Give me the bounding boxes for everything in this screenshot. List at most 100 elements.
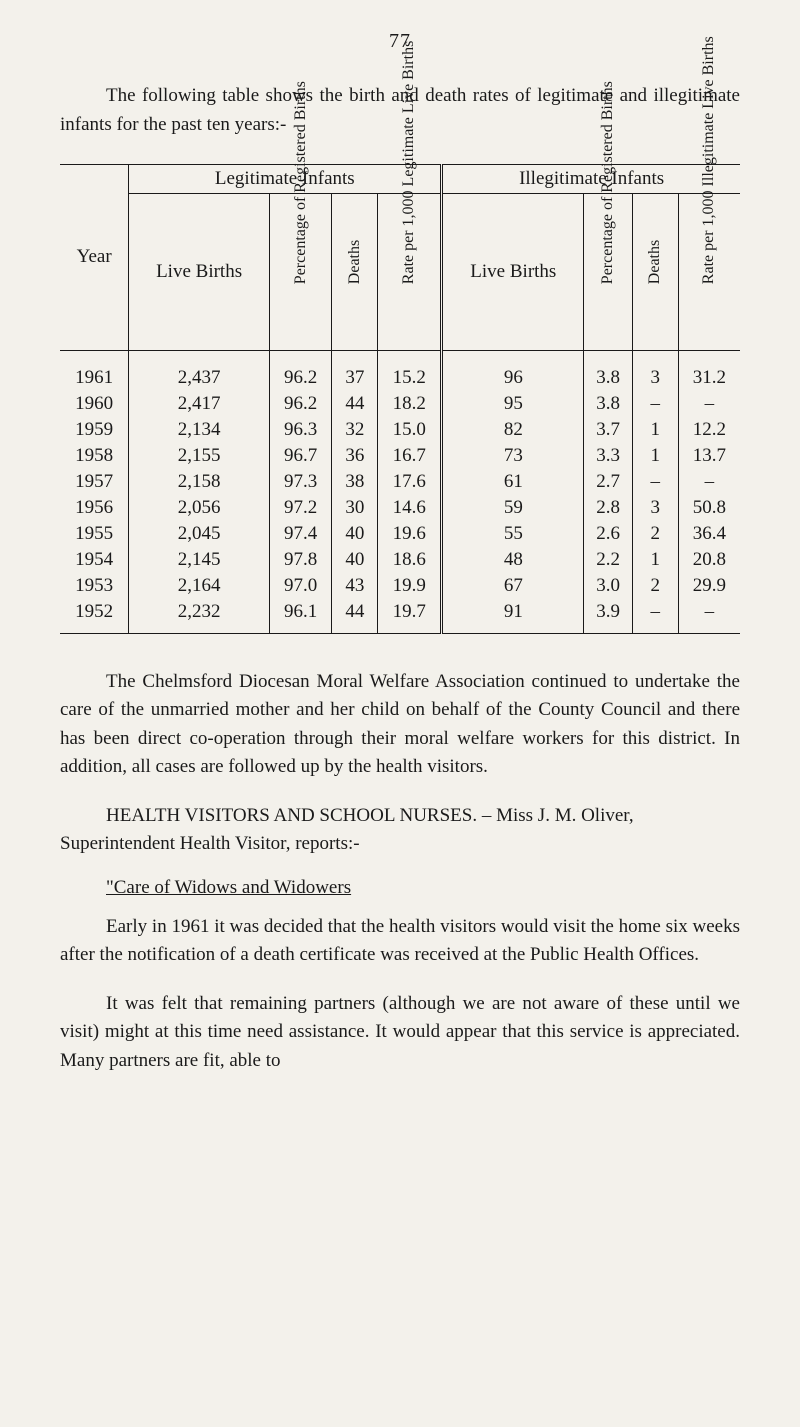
subhead-care-widows: "Care of Widows and Widowers (60, 877, 740, 899)
table-row: 19532,16497.04319.9673.0229.9 (60, 573, 740, 599)
table-cell: 59 (442, 495, 584, 521)
para-early-1961: Early in 1961 it was decided that the he… (60, 913, 740, 970)
table-cell: 15.0 (378, 417, 442, 443)
para-chelmsford: The Chelmsford Diocesan Moral Welfare As… (60, 668, 740, 782)
col-leg-live-births: Live Births (129, 193, 270, 350)
col-leg-pct-registered: Percentage of Registered Births (269, 193, 332, 350)
table-cell: 96.2 (269, 350, 332, 391)
table-cell: 13.7 (678, 443, 740, 469)
table-cell: 2,437 (129, 350, 270, 391)
page: 77 The following table shows the birth a… (0, 0, 800, 1427)
table-cell: – (632, 469, 678, 495)
table-cell: 2 (632, 521, 678, 547)
table-row: 19612,43796.23715.2963.8331.2 (60, 350, 740, 391)
table-row: 19602,41796.24418.2953.8–– (60, 391, 740, 417)
para-it-was-felt: It was felt that remaining partners (alt… (60, 990, 740, 1076)
table-cell: 2,232 (129, 599, 270, 634)
table-cell: 3 (632, 495, 678, 521)
table-cell: 43 (332, 573, 378, 599)
col-leg-rate: Rate per 1,000 Legitimate Live Births (378, 193, 442, 350)
table-cell: 2,145 (129, 547, 270, 573)
col-ill-rate: Rate per 1,000 Illegitimate Live Births (678, 193, 740, 350)
section-head-health-visitors: HEALTH VISITORS AND SCHOOL NURSES. – Mis… (60, 802, 740, 859)
table-cell: 97.2 (269, 495, 332, 521)
table-cell: 40 (332, 521, 378, 547)
births-table: Year Legitimate Infants Illegitimate Inf… (60, 164, 740, 634)
table-cell: – (632, 391, 678, 417)
table-cell: 97.3 (269, 469, 332, 495)
table-cell: 2.2 (584, 547, 632, 573)
table-cell: 3.3 (584, 443, 632, 469)
table-cell: 1961 (60, 350, 129, 391)
table-cell: 2,158 (129, 469, 270, 495)
table-cell: – (678, 469, 740, 495)
table-cell: 96.2 (269, 391, 332, 417)
table-cell: 2,155 (129, 443, 270, 469)
table-cell: 18.6 (378, 547, 442, 573)
table-cell: 18.2 (378, 391, 442, 417)
table-cell: – (678, 391, 740, 417)
table-cell: 3.7 (584, 417, 632, 443)
table-cell: 17.6 (378, 469, 442, 495)
table-row: 19572,15897.33817.6612.7–– (60, 469, 740, 495)
col-year: Year (60, 164, 129, 350)
table-cell: 1 (632, 417, 678, 443)
table-cell: 38 (332, 469, 378, 495)
table-cell: 44 (332, 599, 378, 634)
col-leg-deaths: Deaths (332, 193, 378, 350)
table-cell: 12.2 (678, 417, 740, 443)
table-cell: 44 (332, 391, 378, 417)
table-cell: 3.8 (584, 391, 632, 417)
table-cell: 36 (332, 443, 378, 469)
table-cell: 55 (442, 521, 584, 547)
table-body: 19612,43796.23715.2963.8331.219602,41796… (60, 350, 740, 633)
table-cell: 2.8 (584, 495, 632, 521)
table-cell: 16.7 (378, 443, 442, 469)
table-row: 19542,14597.84018.6482.2120.8 (60, 547, 740, 573)
group-header-legitimate: Legitimate Infants (129, 164, 442, 193)
table-cell: 1960 (60, 391, 129, 417)
table-cell: 96 (442, 350, 584, 391)
table-cell: 1956 (60, 495, 129, 521)
table-cell: 1958 (60, 443, 129, 469)
table-cell: 91 (442, 599, 584, 634)
col-ill-pct-registered: Percentage of Registered Births (584, 193, 632, 350)
table-cell: 82 (442, 417, 584, 443)
table-column-header-row: Live Births Percentage of Registered Bir… (60, 193, 740, 350)
table-cell: 1953 (60, 573, 129, 599)
table-cell: 2.6 (584, 521, 632, 547)
table-cell: 1954 (60, 547, 129, 573)
table-cell: 15.2 (378, 350, 442, 391)
table-cell: 96.1 (269, 599, 332, 634)
table-cell: 3.8 (584, 350, 632, 391)
table-cell: 97.4 (269, 521, 332, 547)
table-cell: 2 (632, 573, 678, 599)
table-cell: 19.7 (378, 599, 442, 634)
table-cell: 50.8 (678, 495, 740, 521)
table-cell: 30 (332, 495, 378, 521)
table-cell: 3 (632, 350, 678, 391)
table-cell: 97.8 (269, 547, 332, 573)
table-cell: 29.9 (678, 573, 740, 599)
table-cell: 1959 (60, 417, 129, 443)
table-cell: 1955 (60, 521, 129, 547)
table-cell: 40 (332, 547, 378, 573)
table-cell: 2,056 (129, 495, 270, 521)
table-cell: 96.3 (269, 417, 332, 443)
table-cell: 19.9 (378, 573, 442, 599)
table-cell: 97.0 (269, 573, 332, 599)
table-cell: 2,417 (129, 391, 270, 417)
table-cell: 73 (442, 443, 584, 469)
table-cell: 67 (442, 573, 584, 599)
table-row: 19592,13496.33215.0823.7112.2 (60, 417, 740, 443)
table-cell: 48 (442, 547, 584, 573)
table-cell: 2,164 (129, 573, 270, 599)
table-row: 19552,04597.44019.6552.6236.4 (60, 521, 740, 547)
table-cell: 19.6 (378, 521, 442, 547)
table-cell: 2,134 (129, 417, 270, 443)
table-cell: 1 (632, 443, 678, 469)
table-cell: 96.7 (269, 443, 332, 469)
col-ill-deaths: Deaths (632, 193, 678, 350)
table-cell: 31.2 (678, 350, 740, 391)
table-cell: 3.9 (584, 599, 632, 634)
